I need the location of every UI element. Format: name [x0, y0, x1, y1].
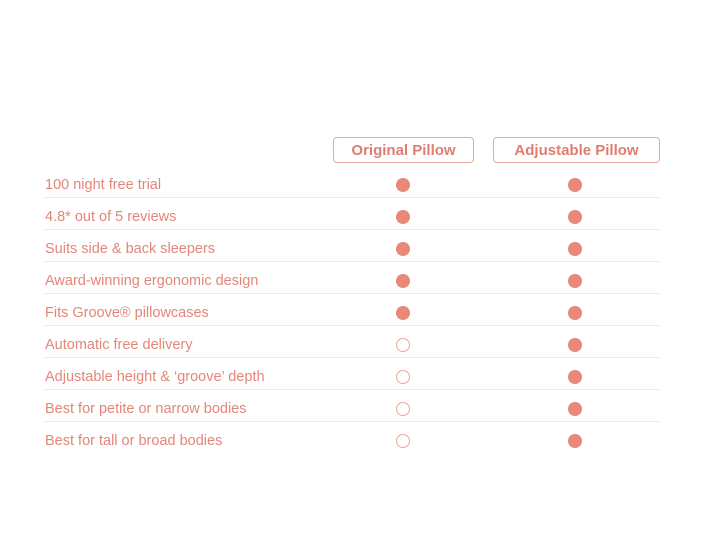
- feature-row: Adjustable height & ‘groove’ depth: [44, 358, 660, 390]
- feature-label: Fits Groove® pillowcases: [45, 305, 209, 321]
- adjustable-included-dot-icon: [568, 178, 582, 192]
- adjustable-included-dot-icon: [568, 402, 582, 416]
- adjustable-pillow-column-header[interactable]: Adjustable Pillow: [493, 137, 660, 163]
- original-included-dot-icon: [396, 178, 410, 192]
- feature-label: Best for tall or broad bodies: [45, 433, 223, 449]
- original-included-dot-icon: [396, 242, 410, 256]
- feature-label: 100 night free trial: [45, 177, 162, 193]
- original-included-dot-icon: [396, 274, 410, 288]
- adjustable-included-dot-icon: [568, 274, 582, 288]
- adjustable-included-dot-icon: [568, 306, 582, 320]
- original-included-dot-icon: [396, 210, 410, 224]
- feature-label: 4.8* out of 5 reviews: [45, 209, 177, 225]
- adjustable-included-dot-icon: [568, 242, 582, 256]
- feature-label: Suits side & back sleepers: [45, 241, 216, 257]
- comparison-header-row: Original Pillow Adjustable Pillow: [44, 137, 660, 165]
- feature-label: Best for petite or narrow bodies: [45, 401, 247, 417]
- feature-label: Automatic free delivery: [45, 337, 193, 353]
- adjustable-included-dot-icon: [568, 210, 582, 224]
- feature-row: Suits side & back sleepers: [44, 230, 660, 262]
- feature-row: 100 night free trial: [44, 173, 660, 198]
- feature-row: Award-winning ergonomic design: [44, 262, 660, 294]
- feature-row: Best for petite or narrow bodies: [44, 390, 660, 422]
- original-included-dot-icon: [396, 306, 410, 320]
- adjustable-included-dot-icon: [568, 370, 582, 384]
- original-not-included-dot-icon: [396, 370, 410, 384]
- feature-row: Best for tall or broad bodies: [44, 422, 660, 453]
- feature-rows: 100 night free trial 4.8* out of 5 review…: [44, 173, 660, 453]
- feature-label: Adjustable height & ‘groove’ depth: [45, 369, 265, 385]
- original-not-included-dot-icon: [396, 434, 410, 448]
- original-not-included-dot-icon: [396, 402, 410, 416]
- original-not-included-dot-icon: [396, 338, 410, 352]
- feature-row: Fits Groove® pillowcases: [44, 294, 660, 326]
- feature-row: Automatic free delivery: [44, 326, 660, 358]
- pillow-comparison-table: Original Pillow Adjustable Pillow 100 ni…: [44, 137, 660, 453]
- original-pillow-column-header[interactable]: Original Pillow: [333, 137, 474, 163]
- adjustable-included-dot-icon: [568, 338, 582, 352]
- adjustable-included-dot-icon: [568, 434, 582, 448]
- feature-row: 4.8* out of 5 reviews: [44, 198, 660, 230]
- feature-label: Award-winning ergonomic design: [45, 273, 259, 289]
